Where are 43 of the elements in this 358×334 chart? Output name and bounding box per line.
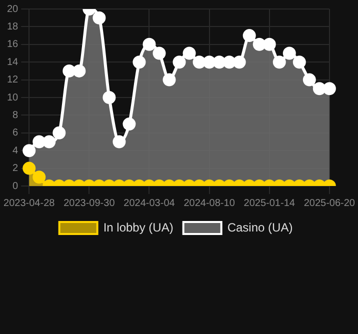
x-tick-label: 2025-01-14 — [244, 198, 296, 209]
point — [322, 82, 336, 96]
y-tick-label: 10 — [7, 92, 19, 104]
point — [142, 38, 156, 51]
y-tick-label: 20 — [7, 4, 19, 15]
y-tick-label: 12 — [7, 74, 19, 86]
point — [162, 73, 176, 86]
point — [192, 56, 206, 69]
point — [212, 56, 226, 69]
point — [312, 82, 326, 96]
y-tick-label: 4 — [12, 145, 19, 156]
y-tick-label: 6 — [12, 128, 19, 139]
x-tick-label: 2023-09-30 — [64, 198, 116, 209]
point — [262, 38, 276, 51]
point — [242, 29, 256, 42]
point — [172, 56, 186, 69]
point — [282, 46, 296, 60]
point — [202, 56, 216, 69]
point — [132, 56, 146, 69]
point — [292, 56, 306, 69]
point — [152, 46, 166, 60]
y-tick-label: 8 — [12, 110, 19, 121]
x-tick-label: 2024-08-10 — [184, 198, 236, 209]
y-tick-label: 0 — [12, 180, 19, 192]
point — [302, 73, 316, 86]
x-tick-label: 2024-03-04 — [124, 198, 176, 209]
point — [62, 64, 76, 78]
legend-label: Casino (UA) — [227, 220, 293, 234]
point — [272, 56, 286, 69]
point — [252, 38, 266, 51]
point — [232, 56, 246, 69]
legend-label: In lobby (UA) — [103, 220, 174, 234]
y-tick-label: 14 — [7, 56, 19, 68]
x-tick-label: 2023-04-28 — [4, 198, 56, 209]
point — [72, 64, 86, 78]
point — [92, 11, 106, 24]
point — [182, 46, 196, 60]
point — [102, 91, 116, 104]
y-tick-label: 18 — [7, 21, 19, 32]
point — [222, 56, 236, 69]
x-tick-label: 2025-06-20 — [304, 198, 356, 209]
y-tick-label: 16 — [7, 39, 19, 50]
y-tick-label: 2 — [12, 163, 19, 174]
